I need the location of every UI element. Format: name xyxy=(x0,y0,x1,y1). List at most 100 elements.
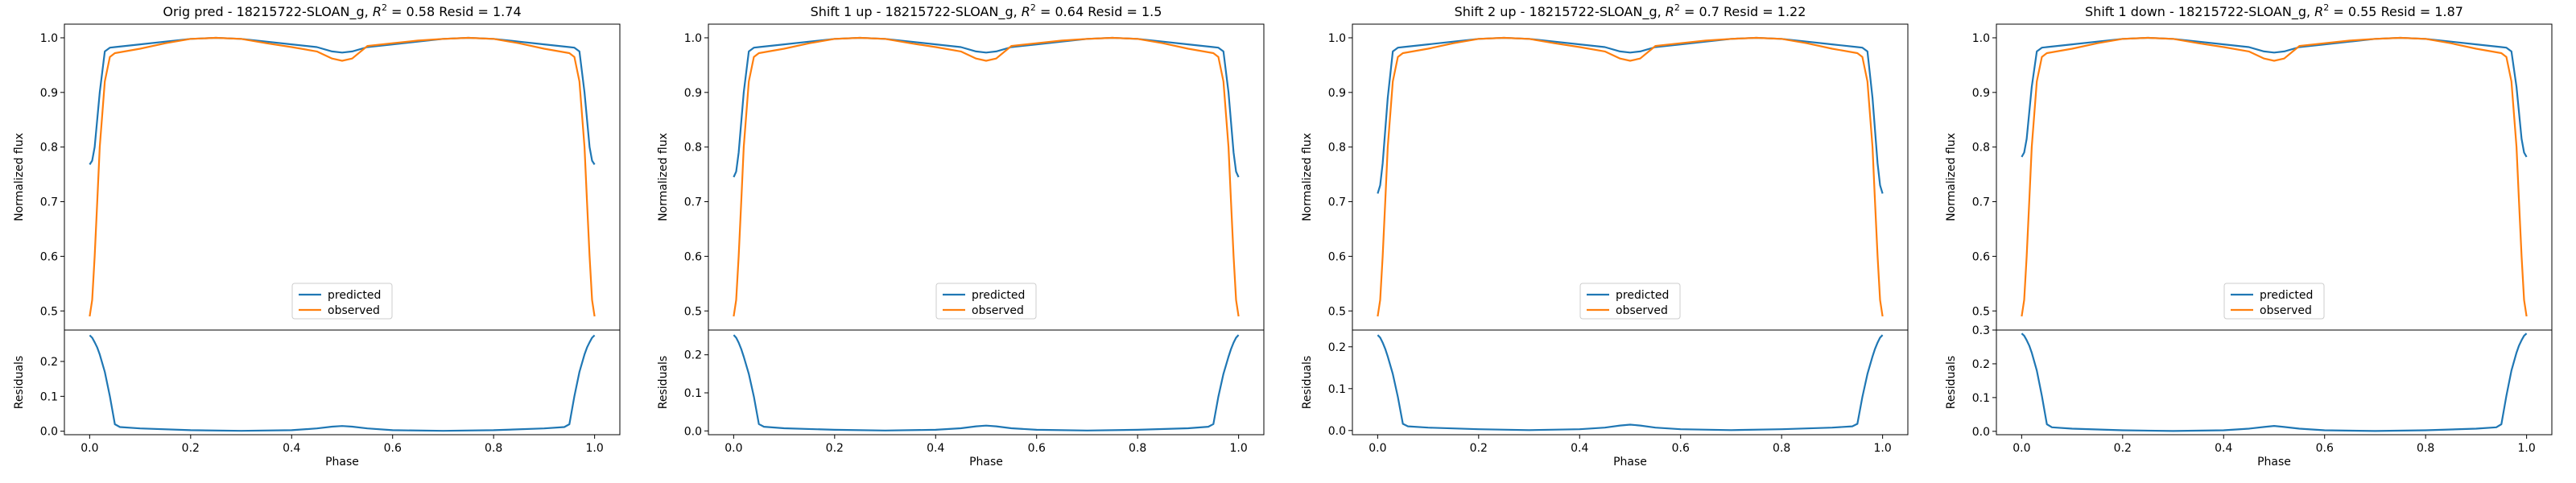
flux-ytick-label: 1.0 xyxy=(684,32,702,45)
flux-ytick-label: 1.0 xyxy=(40,32,58,45)
panel-3: Shift 2 up - 18215722-SLOAN_g, R2 = 0.7 … xyxy=(1301,2,1909,469)
residuals-ytick-label: 0.2 xyxy=(1328,341,1346,354)
flux-ytick-label: 0.7 xyxy=(684,196,702,209)
chart-title: Shift 2 up - 18215722-SLOAN_g, R2 = 0.7 … xyxy=(1455,2,1806,20)
phase-xtick-label: 0.8 xyxy=(485,442,502,455)
flux-ytick-label: 0.8 xyxy=(1328,142,1346,155)
phase-xtick-label: 1.0 xyxy=(586,442,604,455)
flux-ytick-label: 0.5 xyxy=(1972,305,1990,318)
flux-ytick-label: 0.6 xyxy=(1972,250,1990,263)
series-line-residuals xyxy=(89,334,596,432)
phase-xtick-label: 0.6 xyxy=(384,442,402,455)
flux-ylabel: Normalized flux xyxy=(657,133,670,221)
chart-title-r2-superscript: 2 xyxy=(1030,2,1036,13)
residuals-ylabel: Residuals xyxy=(657,356,670,409)
chart-title-prefix: Shift 1 up - 18215722-SLOAN_g, xyxy=(811,4,1022,20)
phase-xtick-label: 0.6 xyxy=(1028,442,1046,455)
chart-title-suffix: = 0.64 Resid = 1.5 xyxy=(1036,4,1162,19)
chart-title-suffix: = 0.58 Resid = 1.74 xyxy=(387,4,522,19)
flux-ytick-label: 0.5 xyxy=(40,305,58,318)
flux-ytick-label: 0.7 xyxy=(1328,196,1346,209)
phase-xtick-label: 0.4 xyxy=(2215,442,2232,455)
flux-ylabel: Normalized flux xyxy=(13,133,26,221)
phase-xtick-label: 0.8 xyxy=(2417,442,2434,455)
phase-xtick-label: 1.0 xyxy=(1230,442,1248,455)
phase-xtick-label: 0.0 xyxy=(2013,442,2030,455)
phase-xlabel: Phase xyxy=(1613,456,1647,469)
phase-xtick-label: 0.6 xyxy=(1672,442,1690,455)
panel-1: Orig pred - 18215722-SLOAN_g, R2 = 0.58 … xyxy=(13,2,621,469)
series-line-residuals xyxy=(2021,332,2528,432)
phase-xtick-label: 0.0 xyxy=(1368,442,1386,455)
phase-xtick-label: 0.4 xyxy=(927,442,944,455)
series-line-predicted xyxy=(1377,36,1884,194)
chart-title-r2-symbol: R xyxy=(1022,4,1030,19)
chart-title-r2-superscript: 2 xyxy=(382,2,387,13)
panel-2: Shift 1 up - 18215722-SLOAN_g, R2 = 0.64… xyxy=(657,2,1265,469)
legend-label-observed: observed xyxy=(2260,304,2312,317)
legend-label-predicted: predicted xyxy=(972,289,1025,302)
series-line-predicted xyxy=(733,36,1240,178)
legend-label-observed: observed xyxy=(1616,304,1668,317)
phase-xtick-label: 0.4 xyxy=(1571,442,1588,455)
residuals-axes-frame xyxy=(64,329,621,436)
flux-ytick-label: 0.8 xyxy=(1972,142,1990,155)
phase-xtick-label: 0.6 xyxy=(2316,442,2334,455)
series-line-observed xyxy=(2021,36,2528,317)
flux-ytick-label: 0.8 xyxy=(40,142,58,155)
flux-ytick-label: 1.0 xyxy=(1328,32,1346,45)
phase-xtick-label: 1.0 xyxy=(1874,442,1892,455)
residuals-ytick-label: 0.0 xyxy=(40,426,58,439)
chart-title-r2-superscript: 2 xyxy=(1674,2,1680,13)
flux-ylabel: Normalized flux xyxy=(1301,133,1314,221)
chart-title: Shift 1 up - 18215722-SLOAN_g, R2 = 0.64… xyxy=(811,2,1162,20)
series-line-predicted xyxy=(2021,36,2528,158)
phase-xtick-label: 0.4 xyxy=(283,442,300,455)
legend-label-predicted: predicted xyxy=(328,289,381,302)
flux-ytick-label: 0.5 xyxy=(684,305,702,318)
residuals-ytick-label: 0.0 xyxy=(1972,426,1990,439)
residuals-ylabel: Residuals xyxy=(1301,356,1314,409)
flux-ytick-label: 0.9 xyxy=(1972,87,1990,100)
residuals-ytick-label: 0.1 xyxy=(1972,392,1990,405)
residuals-axes-frame xyxy=(708,329,1265,436)
residuals-ytick-label: 0.1 xyxy=(1328,383,1346,396)
residuals-ytick-label: 0.1 xyxy=(40,390,58,403)
series-line-observed xyxy=(89,36,596,317)
phase-xlabel: Phase xyxy=(969,456,1003,469)
flux-ytick-label: 0.9 xyxy=(1328,87,1346,100)
chart-title: Orig pred - 18215722-SLOAN_g, R2 = 0.58 … xyxy=(163,2,521,20)
phase-xtick-label: 0.0 xyxy=(724,442,742,455)
flux-ytick-label: 0.6 xyxy=(40,250,58,263)
phase-xtick-label: 0.8 xyxy=(1773,442,1790,455)
chart-title-r2-symbol: R xyxy=(373,4,382,19)
residuals-ytick-label: 0.3 xyxy=(1972,324,1990,337)
phase-xtick-label: 0.8 xyxy=(1129,442,1146,455)
residuals-ylabel: Residuals xyxy=(1945,356,1958,409)
phase-xtick-label: 0.0 xyxy=(80,442,98,455)
series-line-residuals xyxy=(1377,334,1884,431)
chart-title-prefix: Orig pred - 18215722-SLOAN_g, xyxy=(163,4,372,20)
flux-ytick-label: 0.6 xyxy=(684,250,702,263)
residuals-ytick-label: 0.2 xyxy=(1972,358,1990,371)
flux-ytick-label: 0.9 xyxy=(684,87,702,100)
legend-label-predicted: predicted xyxy=(1616,289,1669,302)
series-line-observed xyxy=(1377,36,1884,317)
phase-xtick-label: 0.2 xyxy=(826,442,844,455)
series-line-residuals xyxy=(733,334,1240,431)
residuals-ytick-label: 0.2 xyxy=(40,356,58,369)
series-line-predicted xyxy=(89,36,596,165)
residuals-ylabel: Residuals xyxy=(13,356,26,409)
flux-ylabel: Normalized flux xyxy=(1945,133,1958,221)
phase-xtick-label: 0.2 xyxy=(182,442,200,455)
chart-title-r2-superscript: 2 xyxy=(2323,2,2329,13)
chart-title-prefix: Shift 1 down - 18215722-SLOAN_g, xyxy=(2085,4,2314,20)
panel-4: Shift 1 down - 18215722-SLOAN_g, R2 = 0.… xyxy=(1945,2,2553,469)
chart-title-suffix: = 0.7 Resid = 1.22 xyxy=(1680,4,1806,19)
legend-label-predicted: predicted xyxy=(2260,289,2313,302)
residuals-ytick-label: 0.0 xyxy=(1328,425,1346,438)
chart-title: Shift 1 down - 18215722-SLOAN_g, R2 = 0.… xyxy=(2085,2,2463,20)
chart-title-prefix: Shift 2 up - 18215722-SLOAN_g, xyxy=(1455,4,1666,20)
series-line-observed xyxy=(733,36,1240,317)
